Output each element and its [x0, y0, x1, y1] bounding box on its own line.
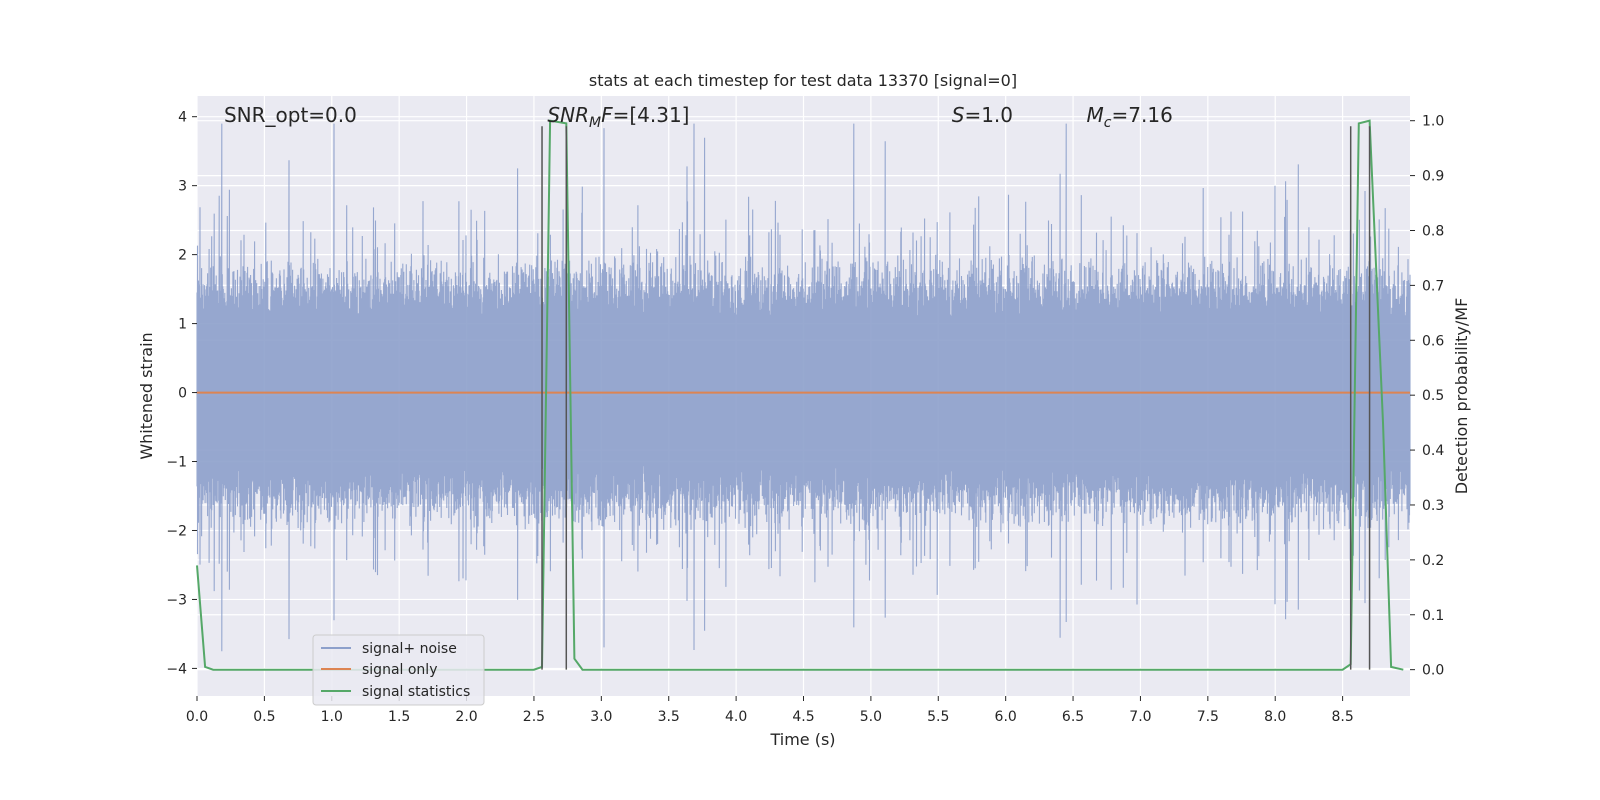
- y2-tick-label-10: 0.0: [1422, 663, 1444, 679]
- y2-tick-label-3: 0.7: [1422, 278, 1444, 294]
- y-axis-label: Whitened strain: [137, 332, 156, 459]
- y2-axis-label: Detection probability/MF: [1452, 298, 1471, 495]
- legend-label-signal: signal only: [362, 662, 437, 678]
- noise-series: [196, 123, 1411, 652]
- annotations: SNR_opt=0.0 SNRMF=[4.31] S=1.0 Mc=7.16: [224, 103, 1173, 131]
- y2-tick-label-4: 0.6: [1422, 333, 1444, 349]
- x-tick-label-1: 0.5: [253, 709, 275, 725]
- x-tick-label-4: 2.0: [455, 709, 477, 725]
- x-tick-label-3: 1.5: [388, 709, 410, 725]
- y-tick-label-6: −2: [166, 523, 187, 539]
- x-tick-label-6: 3.0: [590, 709, 612, 725]
- x-axis-label: Time (s): [769, 730, 835, 749]
- x-tick-label-0: 0.0: [186, 709, 208, 725]
- vertical-markers: [541, 126, 1371, 670]
- series-signal-noise: [196, 123, 1411, 652]
- x-ticks: 0.0 0.5 1.0 1.5 2.0 2.5 3.0 3.5 4.0 4.5 5.0 5.5 6.0 6…: [186, 696, 1354, 725]
- x-tick-label-17: 8.5: [1331, 709, 1353, 725]
- x-tick-label-5: 2.5: [523, 709, 545, 725]
- x-tick-label-13: 6.5: [1062, 709, 1084, 725]
- y2-ticks: 1.0 0.9 0.8 0.7 0.6 0.5 0.4 0.3 0.2 0.1 0.0: [1410, 114, 1444, 679]
- x-tick-label-16: 8.0: [1264, 709, 1286, 725]
- y2-tick-label-2: 0.8: [1422, 223, 1444, 239]
- annotation-2: S=1.0: [952, 103, 1013, 127]
- y-ticks: 4 3 2 1 0 −1 −2 −3 −4: [166, 110, 197, 677]
- annotation-0: SNR_opt=0.0: [224, 103, 357, 127]
- x-tick-label-11: 5.5: [927, 709, 949, 725]
- legend: signal+ noise signal only signal statist…: [312, 634, 485, 706]
- y-tick-label-3: 1: [178, 317, 187, 333]
- y2-tick-label-7: 0.3: [1422, 498, 1444, 514]
- x-tick-label-14: 7.0: [1129, 709, 1151, 725]
- y-tick-label-2: 2: [178, 248, 187, 264]
- y-tick-label-1: 3: [178, 179, 187, 195]
- legend-label-statistics: signal statistics: [362, 684, 470, 700]
- y-tick-label-7: −3: [166, 592, 187, 608]
- y2-tick-label-6: 0.4: [1422, 443, 1444, 459]
- y-tick-label-0: 4: [178, 110, 187, 126]
- y-tick-label-8: −4: [166, 661, 187, 677]
- x-tick-label-8: 4.0: [725, 709, 747, 725]
- y2-tick-label-8: 0.2: [1422, 553, 1444, 569]
- legend-box: [312, 634, 485, 706]
- x-tick-label-2: 1.0: [321, 709, 343, 725]
- x-tick-label-15: 7.5: [1197, 709, 1219, 725]
- y-tick-label-4: 0: [178, 386, 187, 402]
- legend-label-noise: signal+ noise: [362, 641, 457, 657]
- annotation-3: Mc=7.16: [1087, 103, 1173, 131]
- x-tick-label-12: 6.0: [995, 709, 1017, 725]
- y-tick-label-5: −1: [166, 455, 187, 471]
- x-tick-label-7: 3.5: [658, 709, 680, 725]
- annotation-1: SNRMF=[4.31]: [547, 103, 689, 131]
- x-tick-label-10: 5.0: [860, 709, 882, 725]
- chart-title: stats at each timestep for test data 133…: [589, 71, 1017, 90]
- y2-tick-label-1: 0.9: [1422, 169, 1444, 185]
- x-tick-label-9: 4.5: [792, 709, 814, 725]
- y2-tick-label-5: 0.5: [1422, 388, 1444, 404]
- y2-tick-label-9: 0.1: [1422, 608, 1444, 624]
- y2-tick-label-0: 1.0: [1422, 114, 1444, 130]
